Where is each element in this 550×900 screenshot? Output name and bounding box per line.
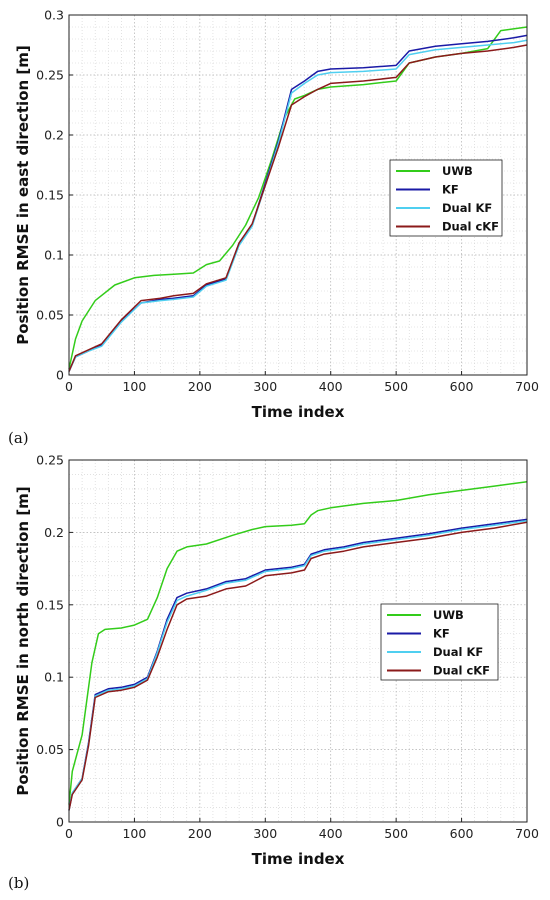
x-tick-label: 100 bbox=[122, 379, 146, 394]
legend-box bbox=[380, 603, 499, 681]
x-tick-label: 0 bbox=[65, 826, 73, 841]
chart-panel-a: 0 100 200 300 400 500 600 700 0 0.05 0.1 0.15 0.2 0.2… bbox=[8, 8, 539, 448]
y-tick-label: 0 bbox=[56, 815, 64, 830]
x-tick-label: 200 bbox=[188, 379, 212, 394]
x-tick-label: 600 bbox=[450, 379, 474, 394]
legend-label-uwb: UWB bbox=[433, 608, 464, 622]
legend-label-dual-ckf: Dual cKF bbox=[433, 664, 490, 678]
y-tick-label: 0.2 bbox=[44, 525, 64, 540]
legend: UWB KF Dual KF Dual cKF bbox=[389, 159, 503, 237]
panel-label: (b) bbox=[8, 874, 29, 892]
y-tick-label: 0.05 bbox=[36, 308, 64, 323]
x-tick-label: 700 bbox=[515, 826, 539, 841]
series-line-dual-kf bbox=[68, 520, 528, 811]
series-line-dual-ckf bbox=[68, 44, 528, 372]
x-tick-label: 700 bbox=[515, 379, 539, 394]
legend-label-kf: KF bbox=[442, 183, 459, 197]
x-tick-label: 500 bbox=[384, 379, 408, 394]
series-line-kf bbox=[68, 518, 528, 811]
chart-panel-b: 0 100 200 300 400 500 600 700 0 0.05 0.1 0.15 0.2 0.2… bbox=[8, 453, 539, 893]
legend-label-dual-kf: Dual KF bbox=[433, 645, 483, 659]
y-tick-label: 0.3 bbox=[44, 8, 64, 23]
legend-box bbox=[389, 159, 503, 237]
y-axis-label: Position RMSE in north direction [m] bbox=[14, 486, 32, 795]
y-tick-label: 0.1 bbox=[44, 248, 64, 263]
legend-label-kf: KF bbox=[433, 627, 450, 641]
y-tick-label: 0.1 bbox=[44, 670, 64, 685]
x-tick-label: 400 bbox=[319, 379, 343, 394]
y-tick-label: 0.25 bbox=[36, 453, 64, 468]
x-axis-label: Time index bbox=[252, 850, 345, 868]
x-tick-label: 600 bbox=[450, 826, 474, 841]
series-line-dual-ckf bbox=[68, 521, 528, 811]
y-tick-label: 0.2 bbox=[44, 128, 64, 143]
panel-label: (a) bbox=[8, 429, 29, 447]
x-tick-label: 0 bbox=[65, 379, 73, 394]
x-axis-label: Time index bbox=[252, 403, 345, 421]
y-tick-label: 0.15 bbox=[36, 597, 64, 612]
legend: UWB KF Dual KF Dual cKF bbox=[380, 603, 499, 681]
legend-label-uwb: UWB bbox=[442, 164, 473, 178]
x-tick-label: 300 bbox=[253, 826, 277, 841]
x-tick-label: 500 bbox=[384, 826, 408, 841]
axes-frame bbox=[68, 459, 528, 823]
y-tick-label: 0.25 bbox=[36, 68, 64, 83]
series-line-uwb bbox=[68, 480, 528, 805]
x-tick-label: 100 bbox=[122, 826, 146, 841]
y-axis-label: Position RMSE in east direction [m] bbox=[14, 45, 32, 345]
x-tick-label: 200 bbox=[188, 826, 212, 841]
y-tick-label: 0.15 bbox=[36, 188, 64, 203]
legend-label-dual-kf: Dual KF bbox=[442, 201, 492, 215]
legend-label-dual-ckf: Dual cKF bbox=[442, 220, 499, 234]
y-tick-label: 0 bbox=[56, 368, 64, 383]
x-tick-label: 300 bbox=[253, 379, 277, 394]
x-tick-label: 400 bbox=[319, 826, 343, 841]
y-tick-label: 0.05 bbox=[36, 742, 64, 757]
